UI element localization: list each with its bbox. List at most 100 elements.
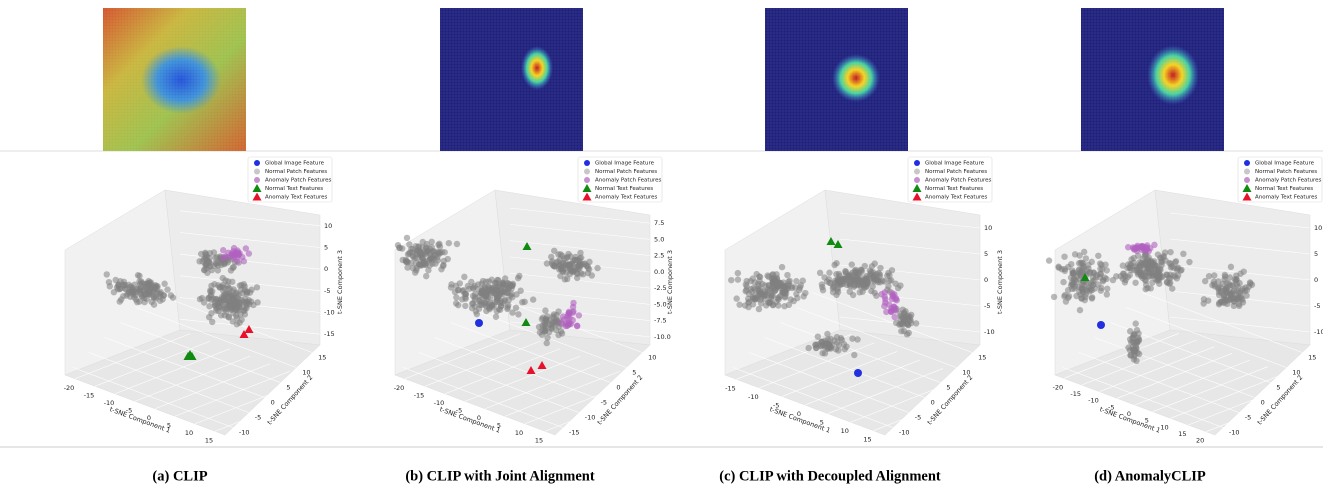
- x-tick-label: 10: [1160, 423, 1168, 431]
- legend-marker: [254, 169, 260, 175]
- anomaly-point: [576, 312, 582, 318]
- patch-point: [784, 272, 790, 278]
- patch-point: [897, 282, 903, 288]
- patch-point: [1068, 261, 1074, 267]
- patch-point: [1128, 256, 1134, 262]
- patch-point: [1072, 251, 1078, 257]
- legend-label: Anomaly Patch Features: [925, 178, 992, 184]
- panel: -20-15-10-505101520-10-5051015-10-50510t…: [1046, 8, 1323, 484]
- patch-point: [1051, 294, 1057, 300]
- patch-point: [1232, 276, 1238, 282]
- patch-point: [145, 280, 151, 286]
- patch-point: [906, 330, 912, 336]
- patch-point: [782, 285, 788, 291]
- patch-point: [199, 295, 205, 301]
- patch-point: [104, 271, 110, 277]
- legend-label: Normal Patch Features: [595, 169, 657, 175]
- z-tick-label: -10: [984, 328, 995, 336]
- patch-point: [594, 265, 600, 271]
- patch-point: [907, 317, 913, 323]
- patch-point: [1061, 266, 1067, 272]
- patch-point: [1239, 287, 1245, 293]
- y-tick-label: 5: [1276, 384, 1280, 392]
- patch-point: [886, 272, 892, 278]
- legend-label: Global Image Feature: [265, 161, 325, 167]
- patch-point: [236, 320, 242, 326]
- patch-point: [1082, 297, 1088, 303]
- patch-point: [834, 277, 840, 283]
- patch-point: [750, 295, 756, 301]
- patch-point: [1095, 253, 1101, 259]
- patch-point: [1046, 257, 1052, 263]
- patch-point: [565, 263, 571, 269]
- z-tick-label: 5: [1314, 250, 1318, 258]
- patch-point: [1134, 327, 1140, 333]
- patch-point: [1102, 261, 1108, 267]
- patch-point: [1081, 286, 1087, 292]
- patch-point: [746, 291, 752, 297]
- patch-point: [515, 275, 521, 281]
- patch-point: [206, 303, 212, 309]
- axis-label: t-SNE Component 3: [336, 250, 344, 314]
- patch-point: [549, 258, 555, 264]
- patch-point: [453, 294, 459, 300]
- patch-point: [817, 270, 823, 276]
- patch-point: [1201, 296, 1207, 302]
- patch-point: [782, 293, 788, 299]
- patch-point: [395, 242, 401, 248]
- patch-point: [1247, 279, 1253, 285]
- patch-point: [1132, 280, 1138, 286]
- z-tick-label: 5: [324, 244, 328, 252]
- patch-point: [867, 267, 873, 273]
- patch-point: [900, 316, 906, 322]
- patch-point: [561, 255, 567, 261]
- axis-label: t-SNE Component 3: [666, 250, 674, 314]
- patch-point: [1077, 291, 1083, 297]
- x-tick-label: -15: [84, 391, 95, 399]
- x-tick-label: 20: [1196, 437, 1204, 445]
- legend-label: Anomaly Text Features: [595, 195, 658, 201]
- z-tick-label: 0.0: [654, 268, 664, 276]
- patch-point: [247, 289, 253, 295]
- global-feature: [854, 369, 862, 377]
- legend-marker: [914, 169, 920, 175]
- anomaly-point: [889, 290, 895, 296]
- heatmap-grid: [765, 8, 908, 151]
- legend-label: Normal Text Features: [595, 186, 653, 192]
- patch-point: [513, 305, 519, 311]
- z-tick-label: -10: [1314, 328, 1323, 336]
- patch-point: [793, 278, 799, 284]
- patch-point: [805, 345, 811, 351]
- patch-point: [1216, 300, 1222, 306]
- y-tick-label: -5: [1245, 414, 1251, 422]
- axis-label: t-SNE Component 3: [996, 250, 1004, 314]
- patch-point: [794, 295, 800, 301]
- z-tick-label: 5: [984, 250, 988, 258]
- patch-point: [403, 258, 409, 264]
- patch-point: [831, 262, 837, 268]
- anomaly-point: [888, 305, 894, 311]
- patch-point: [154, 285, 160, 291]
- patch-point: [735, 276, 741, 282]
- patch-point: [728, 277, 734, 283]
- patch-point: [849, 261, 855, 267]
- patch-point: [544, 340, 550, 346]
- z-tick-label: 0: [984, 276, 988, 284]
- patch-point: [1222, 295, 1228, 301]
- patch-point: [429, 257, 435, 263]
- anomaly-point: [220, 254, 226, 260]
- patch-point: [1076, 270, 1082, 276]
- legend-marker: [254, 177, 260, 183]
- legend-marker: [1244, 177, 1250, 183]
- patch-point: [474, 311, 480, 317]
- y-tick-label: -10: [585, 414, 596, 422]
- patch-point: [161, 281, 167, 287]
- patch-point: [461, 274, 467, 280]
- z-tick-label: 0: [324, 265, 328, 273]
- patch-point: [1241, 268, 1247, 274]
- patch-point: [578, 270, 584, 276]
- y-tick-label: 5: [286, 384, 290, 392]
- y-tick-label: 0: [931, 399, 935, 407]
- global-feature: [1097, 321, 1105, 329]
- x-tick-label: 10: [185, 429, 193, 437]
